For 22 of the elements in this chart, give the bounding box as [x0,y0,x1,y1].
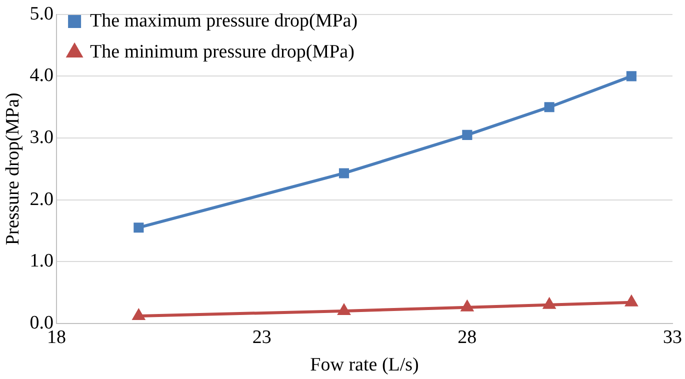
point [132,309,145,320]
legend-label: The minimum pressure drop(MPa) [90,41,354,62]
y-tick-label: 1.0 [30,250,54,272]
y-tick-label: 3.0 [30,126,54,148]
legend-label: The maximum pressure drop(MPa) [90,10,358,32]
point [544,102,554,112]
point [626,296,638,306]
x-tick-label: 23 [252,326,272,348]
y-tick-label: 5.0 [30,3,54,24]
point [338,168,350,178]
point [543,298,556,309]
point [462,130,472,140]
x-tick-label: 33 [663,326,682,348]
y-tick-label: 4.0 [30,65,54,86]
x-axis-title: Fow rate (L/s) [310,354,419,376]
y-tick-label: 2.0 [30,188,54,210]
y-axis-title: Pressure drop(MPa) [2,92,24,246]
x-tick-label: 28 [458,326,477,348]
point [461,300,474,312]
point [338,304,350,316]
point [134,222,144,233]
point [626,71,636,82]
